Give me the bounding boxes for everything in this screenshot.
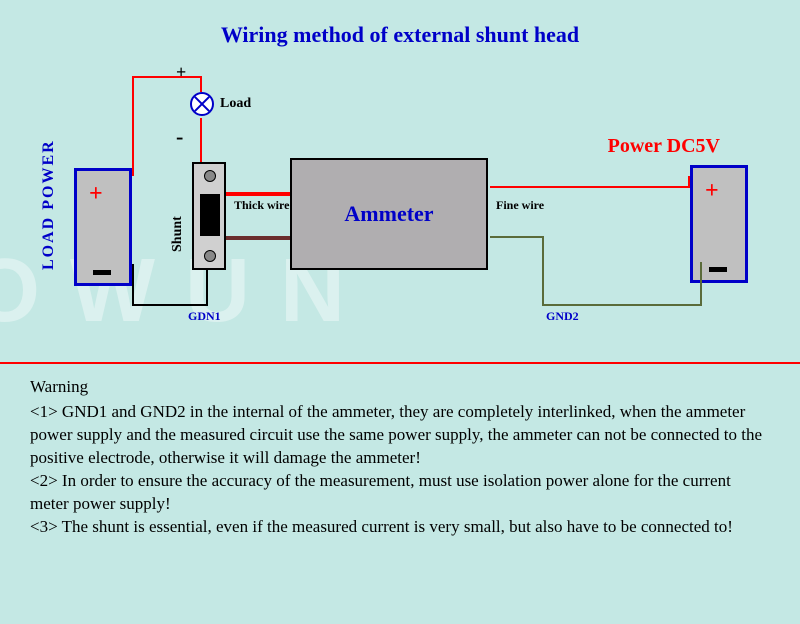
power-right-label: Power DC5V	[608, 135, 720, 158]
shunt-screw-icon	[204, 250, 216, 262]
page-title: Wiring method of external shunt head	[0, 22, 800, 48]
load-power-label: LOAD POWER	[40, 139, 58, 270]
load-plus-label: +	[176, 62, 186, 83]
wire-segment	[206, 270, 208, 306]
battery-load-power: +	[74, 168, 132, 286]
wire-segment	[132, 264, 134, 304]
load-label: Load	[220, 96, 251, 112]
wire-segment	[700, 262, 702, 306]
shunt-label: Shunt	[170, 216, 186, 252]
warning-item: <3> The shunt is essential, even if the …	[30, 516, 770, 539]
load-minus-label: -	[176, 124, 183, 150]
wire-segment	[688, 176, 690, 188]
wire-segment	[490, 236, 544, 238]
shunt-screw-icon	[204, 170, 216, 182]
wire-segment	[490, 186, 690, 188]
load-icon	[190, 92, 214, 116]
wire-segment	[542, 236, 544, 304]
ammeter-block: Ammeter	[290, 158, 488, 270]
wire-segment	[226, 192, 290, 196]
gnd1-label: GDN1	[188, 309, 221, 324]
wire-segment	[132, 76, 202, 78]
section-divider	[0, 362, 800, 364]
gnd2-label: GND2	[546, 309, 579, 324]
warning-title: Warning	[30, 376, 770, 399]
battery-plus-icon: +	[89, 181, 103, 208]
warning-item: <2> In order to ensure the accuracy of t…	[30, 470, 770, 516]
wire-segment	[542, 304, 702, 306]
wire-segment	[226, 236, 290, 240]
warning-block: Warning <1> GND1 and GND2 in the interna…	[30, 376, 770, 539]
battery-power-dc5v: +	[690, 165, 748, 283]
shunt-block	[192, 162, 226, 270]
wire-segment	[200, 118, 202, 162]
shunt-body-icon	[200, 194, 220, 236]
wire-segment	[200, 76, 202, 92]
battery-minus-icon	[709, 267, 727, 272]
wire-segment	[132, 76, 134, 176]
ammeter-label: Ammeter	[344, 201, 433, 227]
thick-wire-label: Thick wire	[234, 198, 289, 213]
fine-wire-label: Fine wire	[496, 198, 544, 213]
battery-plus-icon: +	[705, 178, 719, 205]
battery-minus-icon	[93, 270, 111, 275]
warning-item: <1> GND1 and GND2 in the internal of the…	[30, 401, 770, 470]
wire-segment	[132, 304, 208, 306]
